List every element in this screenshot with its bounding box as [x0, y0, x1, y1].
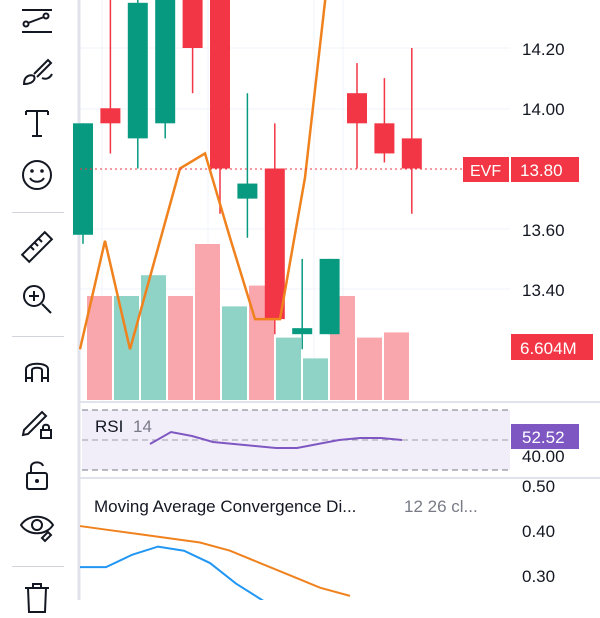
text-tool-icon[interactable]	[16, 102, 58, 144]
eye-icon[interactable]	[16, 506, 58, 548]
price-tick: 13.40	[522, 281, 565, 300]
rsi-line	[149, 430, 403, 449]
moving-average-line	[78, 0, 327, 350]
macd-params: 12 26 cl...	[404, 497, 478, 516]
volume-value-label: 6.604M	[520, 339, 577, 358]
macd-tick: 0.30	[522, 567, 555, 586]
volume-bar	[276, 337, 301, 400]
volume-bar	[87, 296, 112, 400]
volume-bar	[114, 296, 139, 400]
unlock-icon[interactable]	[16, 454, 58, 496]
candle-body	[264, 168, 285, 320]
candle-body	[73, 123, 93, 235]
price-tick: 14.20	[522, 40, 565, 59]
macd-legend-bg	[86, 490, 496, 522]
price-tick: 13.60	[522, 221, 565, 240]
macd-line	[80, 545, 264, 600]
emoji-icon[interactable]	[16, 154, 58, 196]
volume-bar	[222, 306, 247, 400]
volume-bar	[195, 244, 220, 400]
price-tick: 14.00	[522, 100, 565, 119]
candle-body	[127, 2, 148, 139]
candle-body	[292, 328, 313, 335]
rsi-value-tag	[511, 424, 579, 449]
zoom-in-icon[interactable]	[16, 278, 58, 320]
macd-title[interactable]: Moving Average Convergence Di...	[94, 497, 356, 516]
rsi-label: RSI	[95, 417, 123, 436]
macd-signal-line	[79, 525, 351, 597]
volume-bar	[384, 332, 409, 400]
symbol-label: EVF	[470, 163, 501, 180]
volume-tag: 6.604M	[511, 334, 593, 360]
volume-bar	[303, 358, 328, 400]
candle-body	[155, 0, 176, 124]
rsi-value: 52.52	[522, 428, 565, 447]
candle-body	[100, 108, 121, 124]
ruler-icon[interactable]	[16, 226, 58, 268]
volume-bar	[168, 296, 193, 400]
brush-icon[interactable]	[16, 50, 58, 92]
rsi-length: 14	[133, 417, 152, 436]
candle-body	[401, 138, 422, 169]
price-candles	[73, 0, 422, 350]
candle-body	[347, 93, 367, 124]
candle-body	[319, 258, 340, 335]
volume-bars	[87, 244, 409, 400]
price-axis: 14.20 14.00 13.60 13.40	[522, 40, 565, 300]
macd-pane[interactable]: Moving Average Convergence Di... 12 26 c…	[79, 477, 555, 600]
symbol-price-tag[interactable]: EVF 13.80	[463, 157, 579, 182]
macd-tick: 0.50	[522, 477, 555, 496]
candle-body	[182, 0, 203, 48]
drawing-toolbar	[0, 0, 78, 613]
macd-tick: 0.40	[522, 522, 555, 541]
candle-body	[237, 183, 258, 199]
chart-area[interactable]: 14.20 14.00 13.60 13.40 EVF 13.80 6.604M…	[0, 0, 600, 600]
last-price-label: 13.80	[520, 161, 563, 180]
rsi-level-tick: 40.00	[522, 447, 565, 466]
trend-line-tools-icon[interactable]	[16, 0, 58, 42]
magnet-icon[interactable]	[16, 350, 58, 392]
candle-body	[374, 123, 395, 154]
lock-drawings-icon[interactable]	[16, 402, 58, 444]
candle-body	[210, 0, 230, 169]
volume-bar	[357, 337, 382, 400]
rsi-pane[interactable]: RSI 14 52.52 40.00	[82, 409, 579, 471]
